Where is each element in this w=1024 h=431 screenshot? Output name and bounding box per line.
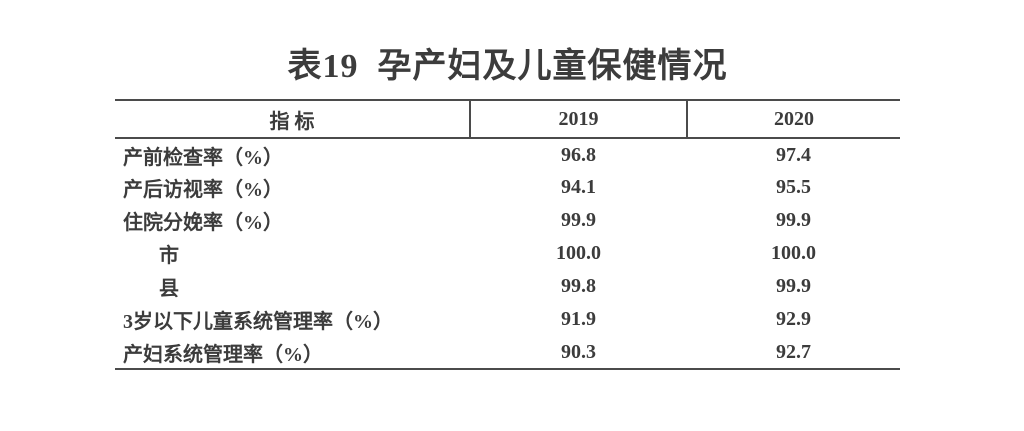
table-row: 县 99.8 99.9: [115, 270, 900, 303]
value-2019: 90.3: [561, 340, 596, 363]
value-2019: 99.8: [561, 275, 596, 297]
table-row: 3岁以下儿童系统管理率（%） 91.9 92.9: [115, 303, 900, 336]
table-row: 产前检查率（%） 96.8 97.4: [115, 138, 900, 171]
table-row: 住院分娩率（%） 99.9 99.9: [115, 204, 900, 237]
row-label: 市: [159, 245, 179, 267]
value-2020: 99.9: [776, 209, 811, 231]
value-2019: 100.0: [556, 242, 601, 264]
table-title: 表19 孕产妇及儿童保健情况: [287, 48, 728, 85]
value-2020: 92.7: [776, 340, 811, 363]
value-2020: 92.9: [776, 308, 811, 330]
value-2020: 95.5: [776, 176, 811, 198]
value-2019: 91.9: [561, 308, 596, 330]
header-row: 指 标 2019 2020: [115, 100, 900, 139]
column-header-2019: 2019: [469, 100, 687, 139]
table-row: 产妇系统管理率（%） 90.3 92.7: [115, 336, 900, 369]
row-label: 产前检查率（%）: [123, 146, 283, 169]
value-2020: 97.4: [776, 143, 811, 166]
table-row: 市 100.0 100.0: [115, 237, 900, 270]
column-header-2020: 2020: [686, 100, 900, 139]
row-label: 县: [159, 278, 179, 300]
table-row: 产后访视率（%） 94.1 95.5: [115, 171, 900, 204]
row-label: 产后访视率（%）: [123, 179, 283, 201]
column-header-indicator: 指 标: [115, 100, 470, 139]
row-label: 3岁以下儿童系统管理率（%）: [123, 311, 393, 333]
maternal-child-health-table: 指 标 2019 2020 产前检查率（%） 96.8 97.4 产后访视率（%…: [115, 99, 900, 370]
row-label: 产妇系统管理率（%）: [123, 343, 323, 366]
value-2020: 100.0: [771, 242, 816, 264]
value-2020: 99.9: [776, 275, 811, 297]
row-label: 住院分娩率（%）: [123, 212, 283, 234]
value-2019: 99.9: [561, 209, 596, 231]
value-2019: 94.1: [561, 176, 596, 198]
value-2019: 96.8: [561, 143, 596, 166]
